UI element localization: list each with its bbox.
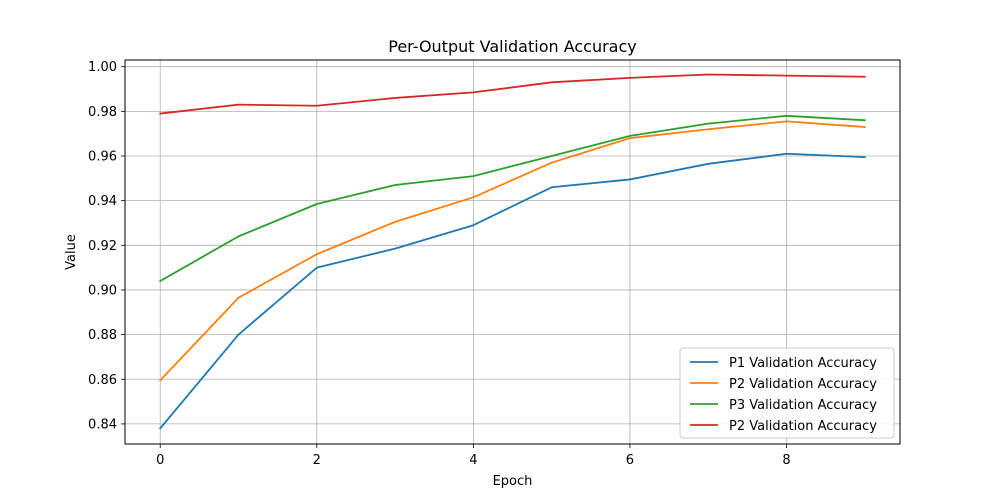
- x-axis-ticks: 0 2 4 6 8: [156, 444, 791, 468]
- y-axis-label: Value: [64, 234, 79, 270]
- series-line-4: [159, 73, 866, 115]
- plot-frame: [124, 59, 901, 445]
- y-tick-label: 0.92: [88, 239, 117, 254]
- y-tick-label: 0.98: [88, 105, 117, 120]
- series-lines: [158, 73, 866, 430]
- y-tick-label: 0.90: [88, 283, 117, 298]
- x-tick-label: 6: [626, 453, 634, 468]
- series-line-3: [159, 114, 866, 283]
- x-tick-label: 0: [156, 453, 164, 468]
- y-tick-label: 0.96: [88, 150, 117, 165]
- y-tick-label: 0.86: [88, 373, 117, 388]
- x-axis-label: Epoch: [493, 474, 533, 489]
- y-tick-label: 1.00: [88, 60, 117, 75]
- x-tick-label: 4: [469, 453, 477, 468]
- legend-label-2: P2 Validation Accuracy: [729, 377, 877, 392]
- y-tick-label: 0.94: [88, 194, 117, 209]
- x-tick-label: 2: [313, 453, 321, 468]
- legend-label-1: P1 Validation Accuracy: [729, 356, 877, 371]
- legend-label-4: P2 Validation Accuracy: [729, 419, 877, 434]
- y-tick-label: 0.84: [88, 417, 117, 432]
- legend-box: [679, 347, 895, 439]
- series-line-2: [158, 120, 866, 382]
- grid: [125, 60, 900, 444]
- legend-label-3: P3 Validation Accuracy: [729, 398, 877, 413]
- y-tick-label: 0.88: [88, 328, 117, 343]
- series-line-1: [158, 152, 866, 430]
- legend: P1 Validation Accuracy P2 Validation Accu…: [679, 347, 895, 439]
- y-axis-ticks: 0.84 0.86 0.88 0.90 0.92 0.94 0.96 0.98 1.00: [88, 60, 125, 432]
- chart-title: Per-Output Validation Accuracy: [388, 37, 637, 56]
- x-tick-label: 8: [782, 453, 790, 468]
